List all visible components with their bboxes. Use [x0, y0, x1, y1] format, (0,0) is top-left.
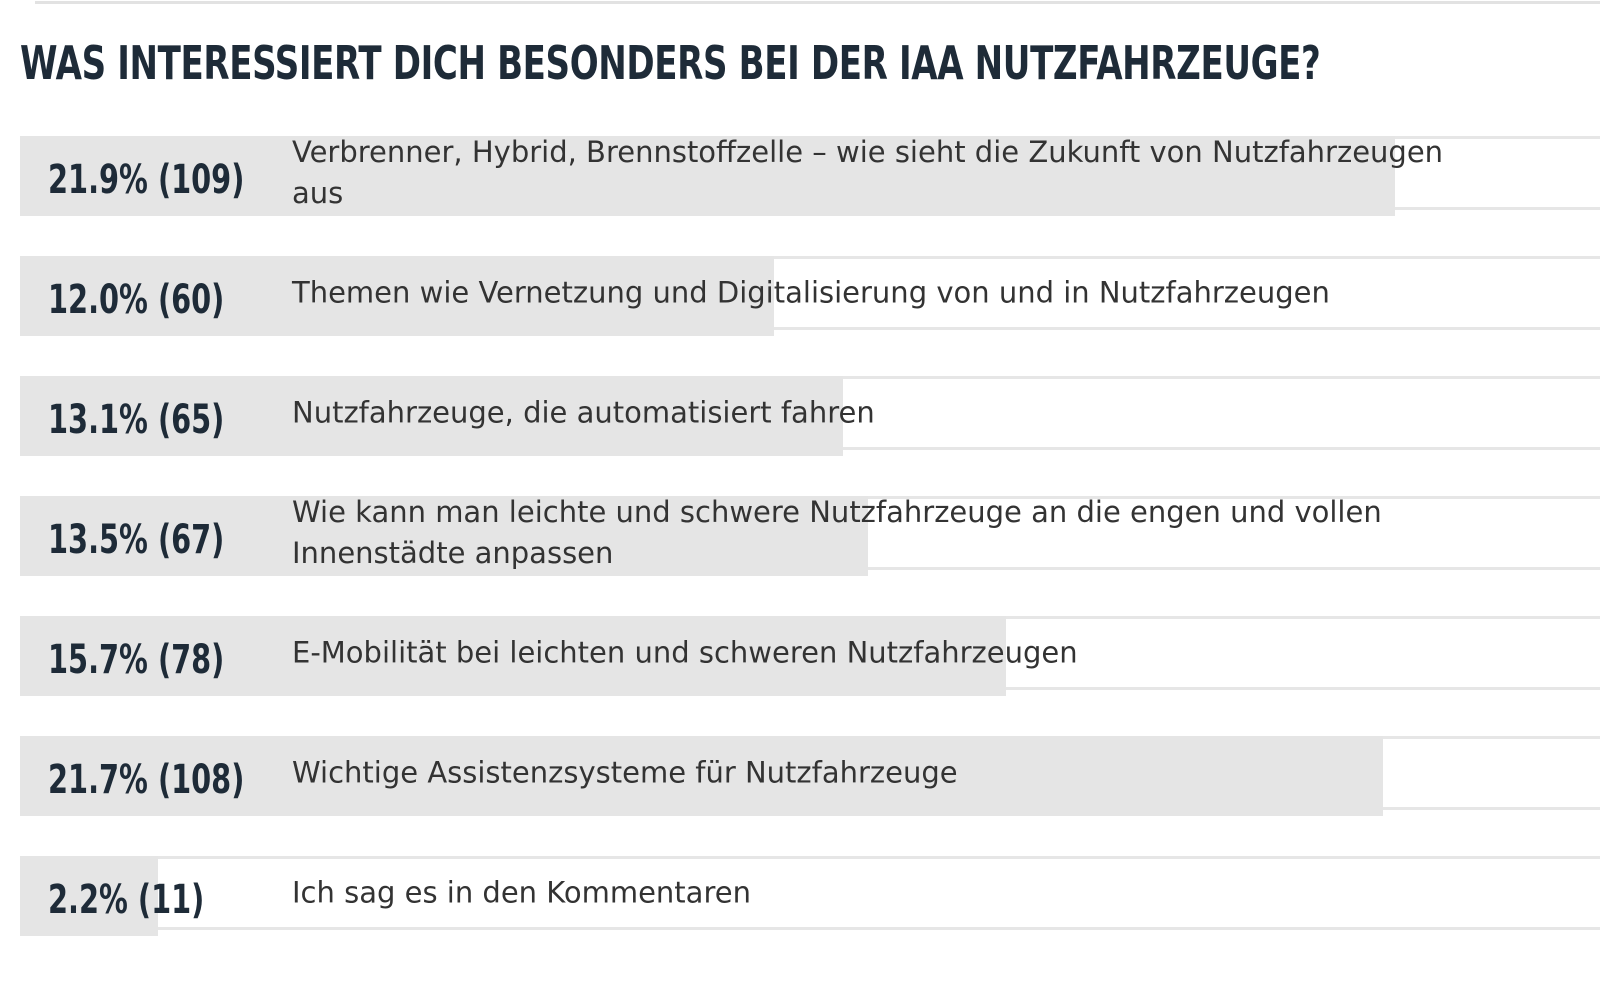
result-label: 21.7% (108)	[48, 757, 245, 803]
poll-option: 15.7% (78) E-Mobilität bei leichten und s…	[20, 616, 1600, 696]
poll-option: 21.9% (109) Verbrenner, Hybrid, Brennstof…	[20, 135, 1600, 216]
option-label: Verbrenner, Hybrid, Brennstoffzelle – wi…	[292, 135, 1444, 210]
option-label: Ich sag es in den Kommentaren	[292, 875, 751, 910]
poll-option: 13.1% (65) Nutzfahrzeuge, die automatisie…	[20, 376, 1600, 456]
option-label: E-Mobilität bei leichten und schweren Nu…	[292, 635, 1078, 670]
result-label: 13.1% (65)	[48, 397, 225, 443]
poll-title: WAS INTERESSIERT DICH BESONDERS BEI DER …	[20, 36, 1321, 90]
poll-option: 12.0% (60) Themen wie Vernetzung und Digi…	[20, 256, 1600, 336]
result-bar	[20, 736, 1383, 816]
result-bar	[20, 136, 1396, 216]
result-label: 21.9% (109)	[48, 157, 245, 203]
result-label: 15.7% (78)	[48, 637, 225, 683]
result-label: 13.5% (67)	[48, 517, 225, 563]
option-label: Nutzfahrzeuge, die automatisiert fahren	[292, 395, 875, 430]
option-label: Themen wie Vernetzung und Digitalisierun…	[292, 275, 1330, 310]
result-bar	[20, 496, 868, 576]
result-bar	[20, 376, 843, 456]
result-bar	[20, 616, 1006, 696]
poll-option: 21.7% (108) Wichtige Assistenzsysteme für…	[20, 736, 1600, 816]
option-label: Wichtige Assistenzsysteme für Nutzfahrze…	[292, 755, 958, 790]
result-bar	[20, 256, 774, 336]
result-label: 2.2% (11)	[48, 877, 205, 923]
divider	[35, 1, 1600, 4]
option-label: Wie kann man leichte und schwere Nutzfah…	[292, 495, 1382, 570]
result-label: 12.0% (60)	[48, 277, 225, 323]
poll-option: 2.2% (11) Ich sag es in den Kommentaren	[20, 856, 1600, 936]
result-bar	[20, 856, 159, 936]
poll-option: 13.5% (67) Wie kann man leichte und schwe…	[20, 495, 1600, 576]
